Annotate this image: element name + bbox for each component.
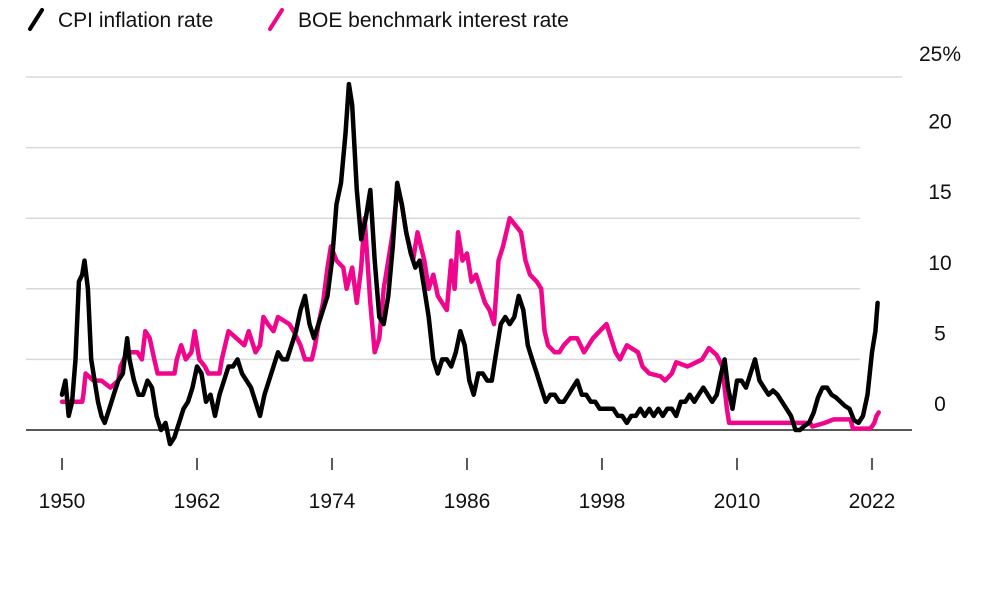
x-tick-label-1974: 1974 [309, 490, 356, 513]
x-axis: 1950 1962 1974 1986 1998 2010 2022 [39, 458, 896, 513]
x-tick-label-2022: 2022 [849, 490, 896, 513]
legend-label-boe: BOE benchmark interest rate [298, 9, 569, 32]
y-tick-label-25: 25% [919, 43, 961, 66]
legend-swatch-boe [268, 8, 284, 31]
grid-lines [26, 76, 912, 431]
series-line-boe [59, 187, 881, 431]
x-tick-label-1998: 1998 [579, 490, 626, 513]
series-lines [59, 81, 881, 447]
x-tick-label-1950: 1950 [39, 490, 86, 513]
y-tick-label-15: 15 [928, 181, 951, 204]
legend-item-boe: BOE benchmark interest rate [268, 8, 569, 32]
legend: CPI inflation rate BOE benchmark interes… [28, 8, 569, 32]
legend-swatch-cpi [28, 8, 44, 31]
series-line-cpi [59, 81, 880, 447]
y-axis-tick-labels: 0 5 10 15 20 25% [919, 43, 961, 416]
legend-item-cpi: CPI inflation rate [28, 8, 213, 32]
y-tick-label-20: 20 [928, 111, 951, 134]
x-tick-label-2010: 2010 [714, 490, 761, 513]
y-tick-label-10: 10 [928, 252, 951, 275]
legend-label-cpi: CPI inflation rate [58, 9, 213, 32]
x-tick-label-1962: 1962 [174, 490, 221, 513]
x-tick-label-1986: 1986 [444, 490, 491, 513]
y-tick-label-5: 5 [934, 322, 946, 345]
y-tick-label-0: 0 [934, 393, 946, 416]
